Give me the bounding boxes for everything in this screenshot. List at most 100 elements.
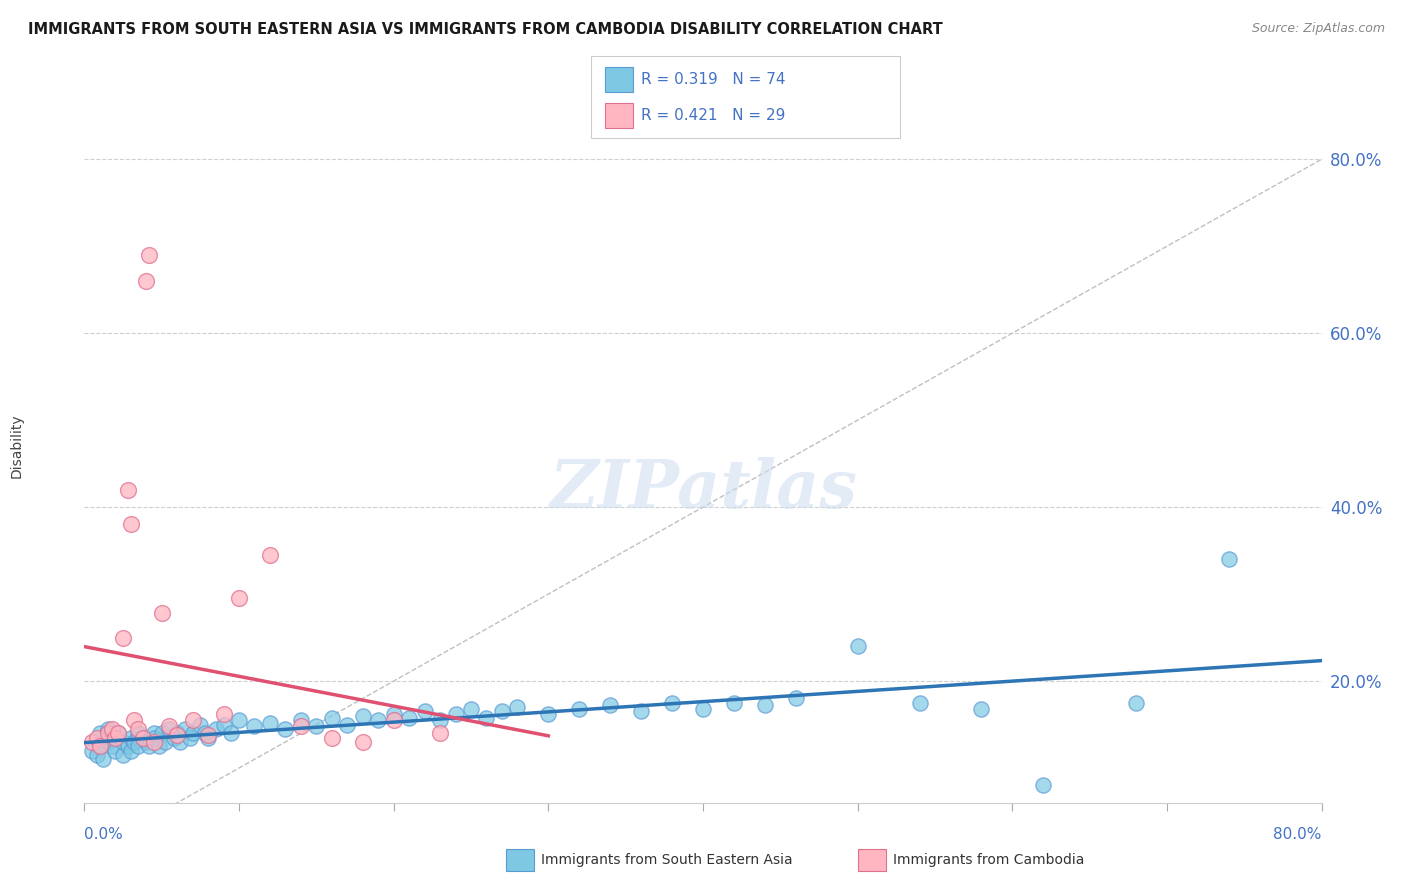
Text: Disability: Disability — [10, 414, 24, 478]
Point — [82, 735, 104, 749]
Point — [91, 752, 114, 766]
Point — [128, 726, 150, 740]
Point — [97, 726, 120, 740]
Point — [132, 731, 155, 745]
Point — [221, 726, 243, 740]
Point — [153, 735, 176, 749]
Point — [197, 731, 219, 745]
Point — [429, 726, 451, 740]
Point — [228, 591, 250, 606]
Point — [321, 731, 343, 745]
Point — [188, 717, 212, 731]
Point — [382, 713, 405, 727]
Point — [159, 722, 181, 736]
Point — [181, 726, 204, 740]
Point — [104, 731, 127, 745]
Point — [194, 726, 217, 740]
Point — [846, 639, 869, 653]
Point — [135, 735, 157, 749]
Point — [785, 691, 807, 706]
Point — [352, 708, 374, 723]
Text: R = 0.319   N = 74: R = 0.319 N = 74 — [641, 72, 786, 87]
Point — [661, 696, 683, 710]
Point — [101, 739, 124, 754]
Point — [908, 696, 931, 710]
Point — [475, 710, 498, 724]
Point — [174, 722, 197, 736]
Point — [398, 710, 420, 724]
Point — [197, 728, 219, 742]
Point — [367, 713, 389, 727]
Text: Immigrants from Cambodia: Immigrants from Cambodia — [893, 853, 1084, 867]
Point — [107, 726, 129, 740]
Point — [599, 698, 621, 713]
Point — [82, 744, 104, 758]
Point — [169, 735, 191, 749]
Text: IMMIGRANTS FROM SOUTH EASTERN ASIA VS IMMIGRANTS FROM CAMBODIA DISABILITY CORREL: IMMIGRANTS FROM SOUTH EASTERN ASIA VS IM… — [28, 22, 943, 37]
Point — [506, 700, 529, 714]
Point — [132, 731, 155, 745]
Point — [321, 710, 343, 724]
Point — [104, 744, 127, 758]
Point — [150, 726, 173, 740]
Point — [97, 722, 120, 736]
Point — [290, 719, 312, 733]
Point — [205, 722, 228, 736]
Point — [290, 713, 312, 727]
Text: 80.0%: 80.0% — [1274, 827, 1322, 841]
Point — [228, 713, 250, 727]
Point — [120, 517, 142, 532]
Point — [112, 631, 135, 645]
Point — [86, 731, 108, 745]
Point — [138, 248, 160, 262]
Point — [86, 747, 108, 762]
Point — [630, 705, 652, 719]
Text: 0.0%: 0.0% — [84, 827, 124, 841]
Point — [352, 735, 374, 749]
Point — [117, 739, 139, 754]
Point — [107, 726, 129, 740]
Point — [723, 696, 745, 710]
Point — [112, 735, 135, 749]
Point — [568, 702, 591, 716]
Point — [970, 702, 993, 716]
Point — [97, 735, 120, 749]
Point — [382, 707, 405, 722]
Point — [117, 483, 139, 497]
Point — [104, 731, 127, 745]
Point — [143, 726, 166, 740]
Point — [274, 722, 297, 736]
Point — [150, 606, 173, 620]
Point — [305, 719, 328, 733]
Point — [444, 707, 467, 722]
Point — [101, 722, 124, 736]
Point — [138, 739, 160, 754]
Point — [89, 739, 111, 754]
Point — [1218, 552, 1240, 566]
Point — [163, 731, 186, 745]
Point — [89, 726, 111, 740]
Point — [212, 707, 235, 722]
Text: R = 0.421   N = 29: R = 0.421 N = 29 — [641, 108, 786, 122]
Point — [537, 707, 560, 722]
Point — [120, 744, 142, 758]
Point — [166, 726, 188, 740]
Text: Immigrants from South Eastern Asia: Immigrants from South Eastern Asia — [541, 853, 793, 867]
Point — [413, 705, 436, 719]
Point — [460, 702, 482, 716]
Point — [491, 705, 513, 719]
Point — [135, 274, 157, 288]
Point — [89, 739, 111, 754]
Point — [243, 719, 266, 733]
Point — [429, 713, 451, 727]
Point — [120, 731, 142, 745]
Point — [692, 702, 714, 716]
Point — [128, 722, 150, 736]
Point — [166, 728, 188, 742]
Point — [143, 735, 166, 749]
Point — [159, 719, 181, 733]
Point — [1032, 778, 1054, 792]
Text: Source: ZipAtlas.com: Source: ZipAtlas.com — [1251, 22, 1385, 36]
Point — [122, 735, 145, 749]
Point — [128, 739, 150, 754]
